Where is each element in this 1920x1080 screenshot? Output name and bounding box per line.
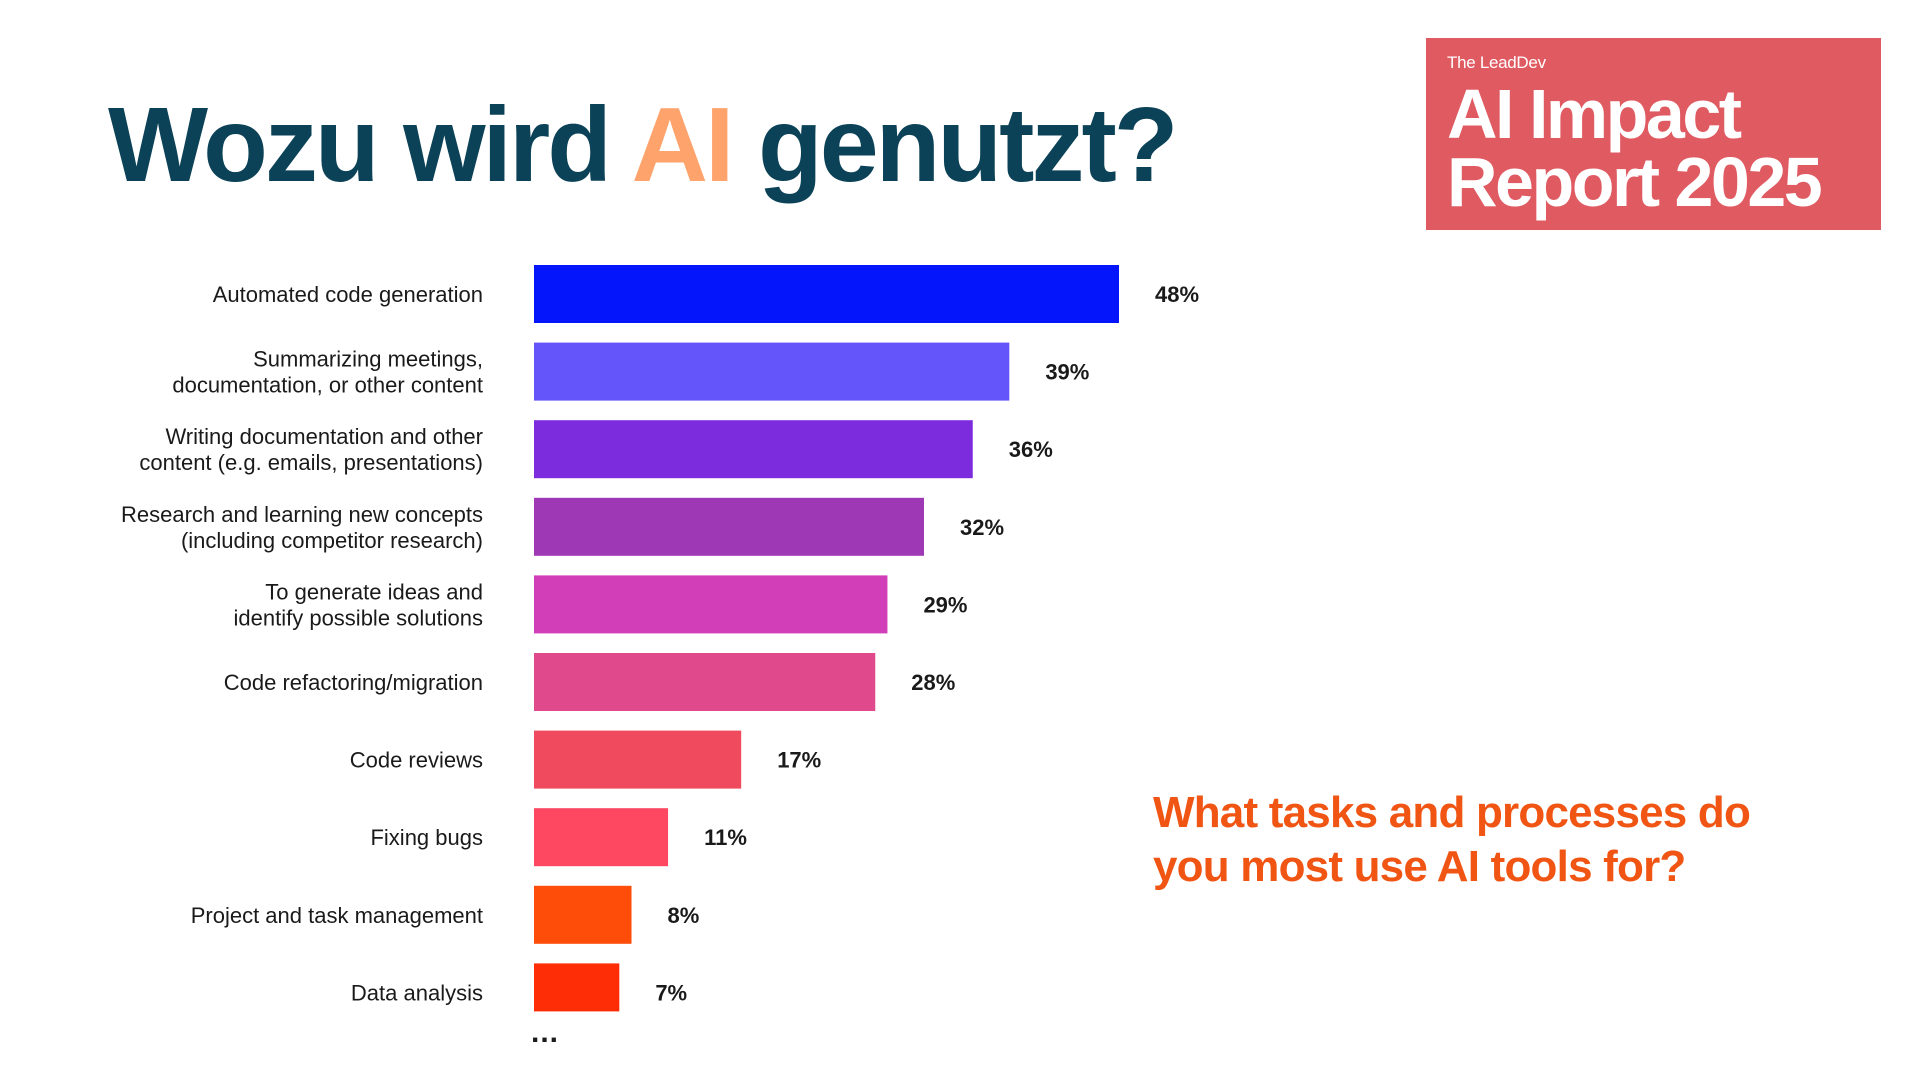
survey-question-line-1: What tasks and processes do bbox=[1153, 788, 1751, 837]
category-label-4-line-1: Research and learning new concepts bbox=[121, 502, 483, 527]
bar-2 bbox=[534, 342, 1010, 401]
report-brand-badge: The LeadDev AI Impact Report 2025 bbox=[1426, 38, 1881, 230]
value-label-3: 36% bbox=[1009, 437, 1053, 462]
title-accent: AI bbox=[631, 86, 735, 204]
value-label-9: 8% bbox=[668, 903, 700, 928]
category-label-5-line-1: To generate ideas and bbox=[265, 579, 483, 604]
bar-8 bbox=[534, 808, 669, 867]
brand-title-line-1: AI Impact bbox=[1447, 75, 1742, 153]
brand-title-line-2: Report 2025 bbox=[1447, 143, 1823, 221]
more-indicator: ... bbox=[531, 1016, 560, 1049]
category-label-2-line-1: Summarizing meetings, bbox=[253, 347, 483, 372]
bar-7 bbox=[534, 730, 742, 789]
value-label-7: 17% bbox=[777, 748, 821, 773]
title-part-1: Wozu wird bbox=[108, 86, 632, 204]
survey-question: What tasks and processes do you most use… bbox=[1153, 786, 1751, 894]
category-label-10: Data analysis bbox=[351, 980, 483, 1005]
bar-4 bbox=[534, 497, 924, 556]
bar-1 bbox=[534, 265, 1119, 323]
survey-question-line-2: you most use AI tools for? bbox=[1153, 842, 1686, 891]
bar-6 bbox=[534, 653, 876, 711]
category-label-4-line-2: (including competitor research) bbox=[181, 528, 483, 553]
value-label-1: 48% bbox=[1155, 282, 1199, 307]
brand-publisher: The LeadDev bbox=[1447, 53, 1546, 72]
category-label-8: Fixing bugs bbox=[370, 825, 483, 850]
category-label-9: Project and task management bbox=[191, 903, 483, 928]
category-label-2-line-2: documentation, or other content bbox=[172, 373, 483, 398]
bar-3 bbox=[534, 420, 973, 479]
bar-5 bbox=[534, 575, 888, 634]
value-label-5: 29% bbox=[923, 592, 967, 617]
value-label-10: 7% bbox=[655, 980, 687, 1005]
category-label-3-line-2: content (e.g. emails, presentations) bbox=[139, 450, 483, 475]
page-title: Wozu wird AI genutzt? bbox=[108, 92, 1179, 198]
brand-title: AI Impact Report 2025 bbox=[1447, 75, 1861, 221]
category-label-6: Code refactoring/migration bbox=[224, 670, 483, 695]
category-label-7: Code reviews bbox=[350, 748, 483, 773]
value-label-2: 39% bbox=[1045, 360, 1089, 385]
bar-10 bbox=[534, 963, 620, 1012]
category-label-5-line-2: identify possible solutions bbox=[234, 605, 483, 630]
value-label-6: 28% bbox=[911, 670, 955, 695]
category-label-1: Automated code generation bbox=[213, 282, 483, 307]
value-label-8: 11% bbox=[704, 825, 747, 850]
value-label-4: 32% bbox=[960, 515, 1004, 540]
bar-9 bbox=[534, 885, 632, 944]
category-label-3-line-1: Writing documentation and other bbox=[165, 424, 483, 449]
title-part-2: genutzt? bbox=[731, 86, 1179, 204]
